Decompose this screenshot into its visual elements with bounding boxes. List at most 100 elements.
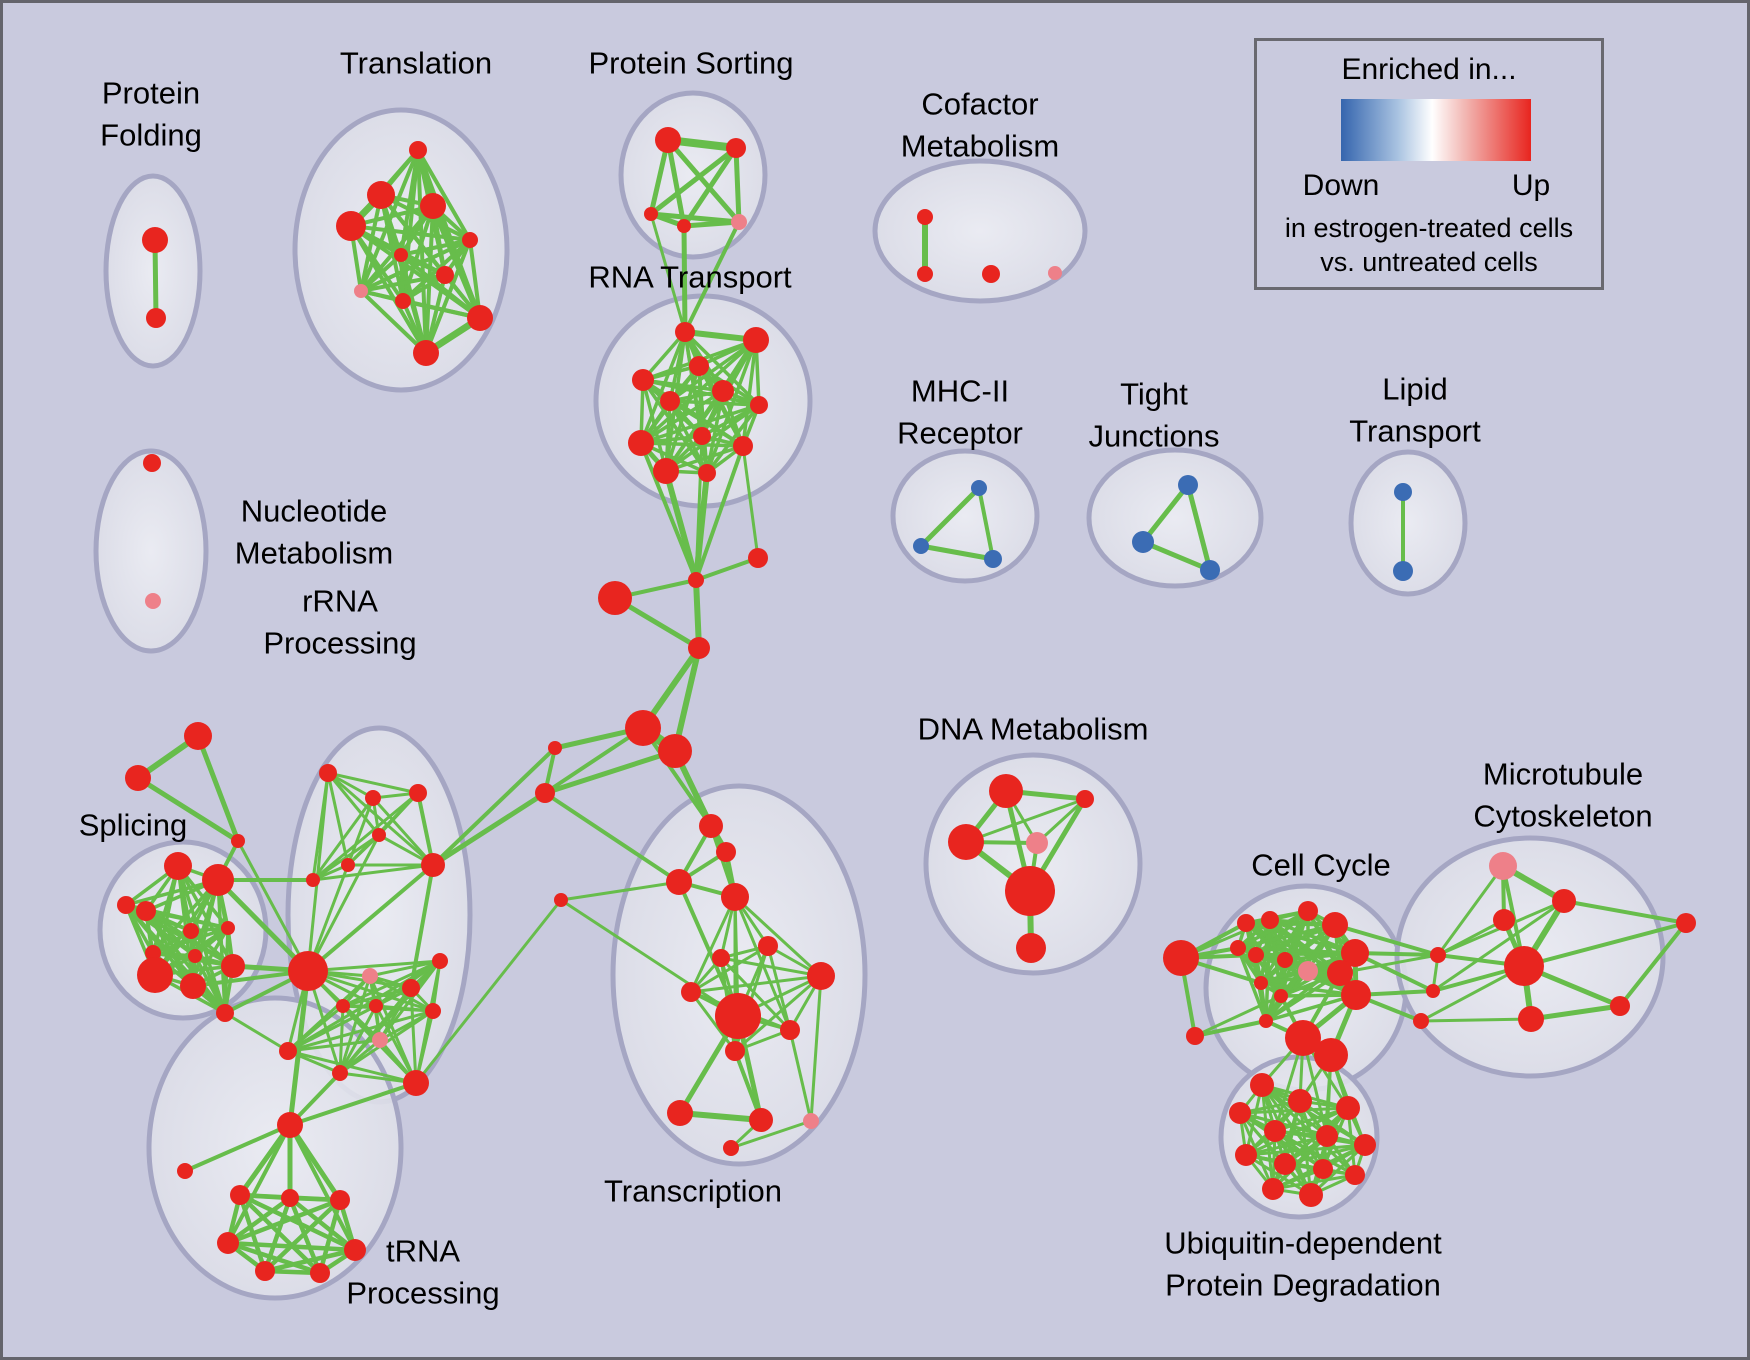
node-rrna-processing-5 (421, 853, 445, 877)
edge-trna-processing (183, 1123, 292, 1173)
node-mhc-ii-receptor-0 (971, 480, 987, 496)
edge-rrna-processing (368, 959, 442, 978)
edge-rna-transport (705, 403, 761, 475)
node-protein-sorting-4 (731, 214, 747, 230)
edge-connectors--rrna-processing (431, 746, 557, 867)
node-cofactor-metabolism-1 (917, 266, 933, 282)
node-ubiquitin-degradation-1 (1288, 1089, 1312, 1113)
node-cofactor-metabolism-3 (1048, 266, 1062, 280)
edge-cell-cycle (1264, 993, 1358, 1023)
node-cell-cycle-5 (1248, 947, 1264, 963)
edge-trna-processing (288, 1123, 357, 1252)
edge-cell-cycle (1259, 923, 1337, 985)
node-splicing-5 (136, 901, 156, 921)
edge-splicing (124, 903, 227, 1015)
node-cell-cycle-11 (1341, 939, 1369, 967)
node-rna-transport-11 (698, 464, 716, 482)
edge-microtubule-cytoskeleton (1419, 1017, 1533, 1023)
edge-microtubule-cytoskeleton (1562, 899, 1688, 925)
cluster-label-ubiquitin-degradation-line-1: Ubiquitin-dependent (1164, 1226, 1442, 1261)
node-ubiquitin-degradation-5 (1316, 1125, 1338, 1147)
node-trna-processing-5 (217, 1232, 239, 1254)
edge-trna-processing (225, 1197, 343, 1246)
edge-transcription (719, 956, 792, 1032)
node-dna-metabolism-5 (1016, 933, 1046, 963)
edge-protein-sorting (648, 145, 739, 217)
cluster-label-ubiquitin-degradation-line-2: Protein Degradation (1165, 1268, 1441, 1303)
edge-rrna-processing (371, 796, 435, 867)
edge-transcription (677, 880, 740, 1018)
edge-translation (468, 238, 482, 320)
edge-rrna-processing (286, 1038, 382, 1053)
cluster-label-lipid-transport-line-2: Transport (1349, 414, 1481, 449)
node-ubiquitin-degradation-12 (1345, 1165, 1365, 1185)
edge-transcription (677, 1110, 764, 1123)
edge-translation (430, 203, 483, 321)
node-ubiquitin-degradation-7 (1235, 1144, 1257, 1166)
edge-cell-cycle (1279, 951, 1357, 998)
node-ubiquitin-degradation-4 (1264, 1120, 1286, 1142)
node-tight-junctions-1 (1132, 531, 1154, 553)
cluster-label-rrna-processing-line-1: rRNA (302, 584, 378, 619)
node-translation-7 (354, 284, 368, 298)
node-transcription-2 (666, 869, 692, 895)
node-rna-transport-0 (675, 322, 695, 342)
edge-connectors (694, 556, 760, 582)
node-translation-5 (394, 248, 408, 262)
cluster-label-splicing-line-1: Splicing (79, 808, 188, 843)
node-cell-cycle-2 (1237, 914, 1255, 932)
legend-box: Enriched in... Down Up in estrogen-treat… (1254, 38, 1604, 290)
edge-rna-transport (664, 444, 745, 473)
node-splicing-6 (183, 923, 199, 939)
node-connectors-0 (688, 572, 704, 588)
node-protein-sorting-3 (677, 219, 691, 233)
edge-cell-cycle--ubiquitin-degradation (1321, 1053, 1333, 1171)
node-translation-1 (367, 181, 395, 209)
edge-rrna-processing (338, 1038, 382, 1075)
node-dna-metabolism-2 (1076, 790, 1094, 808)
edge-rrna-processing (409, 863, 435, 990)
cluster-ellipse-mhc-ii-receptor (890, 448, 1040, 584)
edge-protein-sorting--rna-transport (681, 223, 688, 335)
edge-rrna-processing (374, 1004, 418, 1085)
edge-microtubule-cytoskeleton (1436, 864, 1505, 957)
node-dna-metabolism-1 (948, 824, 984, 860)
legend-caption-line2: vs. untreated cells (1320, 247, 1538, 277)
edge-translation (424, 238, 472, 355)
cluster-ellipse-lipid-transport (1348, 449, 1468, 597)
node-connectors-7 (535, 783, 555, 803)
edge-rna-transport (639, 389, 725, 445)
node-rrna-processing-15 (279, 1042, 297, 1060)
node-rrna-processing-2 (409, 784, 427, 802)
edge-rrna-processing (311, 833, 381, 882)
edge-translation (359, 289, 428, 355)
edge-trna-processing (262, 1195, 293, 1274)
edge-connectors--transcription (559, 898, 740, 1018)
node-cell-cycle-6 (1277, 952, 1293, 968)
cluster-label-cofactor-metabolism-line-1: Cofactor (921, 87, 1038, 122)
node-rrna-processing-9 (402, 979, 420, 997)
cluster-label-translation-line-1: Translation (340, 46, 492, 81)
edge-ubiquitin-degradation (1271, 1173, 1357, 1191)
edge-transcription (733, 1049, 763, 1122)
node-translation-6 (436, 266, 454, 284)
network-nodes (117, 127, 1696, 1283)
cluster-label-rna-transport-line-1: RNA Transport (588, 260, 792, 295)
node-rna-transport-10 (653, 458, 679, 484)
cluster-label-nucleotide-metabolism-line-1: Nucleotide (241, 494, 387, 529)
node-transcription-3 (721, 883, 749, 911)
edge-tight-junctions (1185, 482, 1213, 573)
edge-rrna-processing (311, 791, 420, 882)
legend-gradient-bar (1341, 99, 1531, 161)
edge-ubiquitin-degradation (1271, 1134, 1329, 1191)
cluster-label-protein-folding-line-2: Folding (100, 118, 202, 153)
node-rrna-processing-1 (365, 790, 381, 806)
node-transcription-7 (681, 982, 701, 1002)
node-ubiquitin-degradation-9 (1313, 1159, 1333, 1179)
node-cell-cycle-9 (1274, 989, 1288, 1003)
network-svg: Protein Folding Translation Protein Sorting… (79, 46, 1696, 1311)
edge-splicing--rrna-processing (215, 877, 311, 974)
edge-cell-cycle--microtubule-cytoskeleton (1338, 953, 1440, 975)
edge-protein-sorting--rna-transport (649, 212, 687, 334)
edge-splicing (191, 878, 220, 988)
